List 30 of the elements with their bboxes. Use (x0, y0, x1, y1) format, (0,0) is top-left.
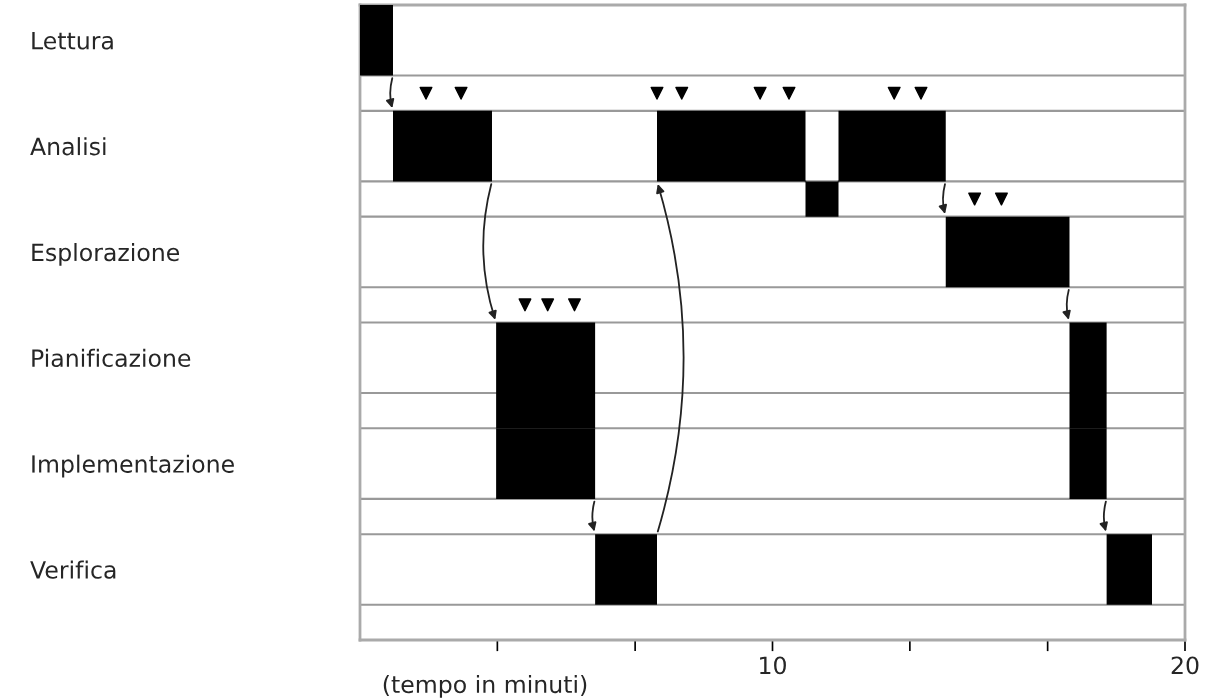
point (782, 86, 796, 100)
point (454, 86, 468, 100)
point (650, 86, 664, 100)
x-axis-title: (tempo in minuti) (383, 674, 587, 698)
point (541, 298, 555, 312)
point (567, 298, 582, 312)
y-tick-label: Lettura (32, 32, 113, 50)
bar (360, 5, 393, 76)
bar (945, 216, 1070, 288)
point (968, 192, 982, 206)
bar (595, 534, 657, 605)
point (675, 86, 689, 100)
y-tick-label: Pianificazione (32, 348, 191, 368)
x-tick-label: 20 (1171, 656, 1199, 675)
x-tick-label: 10 (760, 656, 786, 675)
y-tick-label: Implementazione (32, 454, 234, 478)
bar (1106, 534, 1152, 605)
y-tick-label: Esplorazione (32, 242, 180, 266)
bar (805, 181, 839, 217)
point (753, 86, 767, 100)
point (994, 192, 1008, 206)
point (419, 86, 433, 100)
point (914, 86, 928, 100)
bar (393, 110, 492, 182)
bar (838, 110, 946, 182)
y-tick-label: Analisi (30, 137, 106, 156)
point (518, 298, 532, 312)
y-tick-label: Verifica (30, 560, 116, 579)
bar (657, 110, 806, 182)
point (887, 86, 901, 100)
